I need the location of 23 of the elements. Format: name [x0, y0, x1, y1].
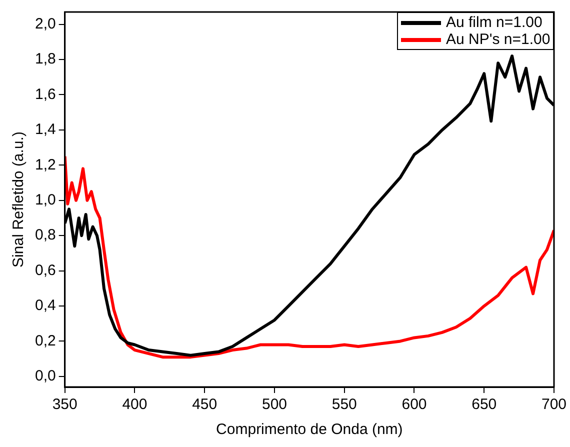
legend-label: Au NP's n=1.00: [446, 31, 550, 48]
y-tick-label: 0,0: [34, 368, 56, 385]
x-tick-label: 650: [472, 396, 497, 414]
y-tick-label: 0,2: [34, 332, 56, 350]
y-tick-label: 0,8: [34, 226, 56, 244]
x-axis-title: Comprimento de Onda (nm): [216, 421, 403, 438]
y-tick-label: 1,2: [34, 156, 56, 174]
y-tick-label: 1,0: [34, 192, 56, 209]
y-tick-label: 1,8: [34, 50, 56, 68]
x-tick-label: 400: [122, 396, 148, 414]
y-tick-label: 1,4: [34, 121, 56, 138]
y-tick-label: 0,4: [34, 297, 56, 314]
legend-label: Au film n=1.00: [446, 14, 542, 31]
x-tick-label: 700: [541, 396, 567, 414]
y-axis-title: Sinal Refletido (a.u.): [10, 132, 28, 268]
y-tick-label: 2,0: [34, 15, 56, 32]
x-tick-label: 350: [52, 396, 78, 414]
x-tick-label: 450: [192, 396, 218, 414]
x-tick-label: 600: [402, 396, 427, 414]
y-tick-label: 1,6: [34, 86, 56, 103]
x-tick-label: 550: [332, 396, 357, 414]
y-tick-label: 0,6: [34, 262, 56, 279]
x-tick-label: 500: [262, 396, 288, 414]
